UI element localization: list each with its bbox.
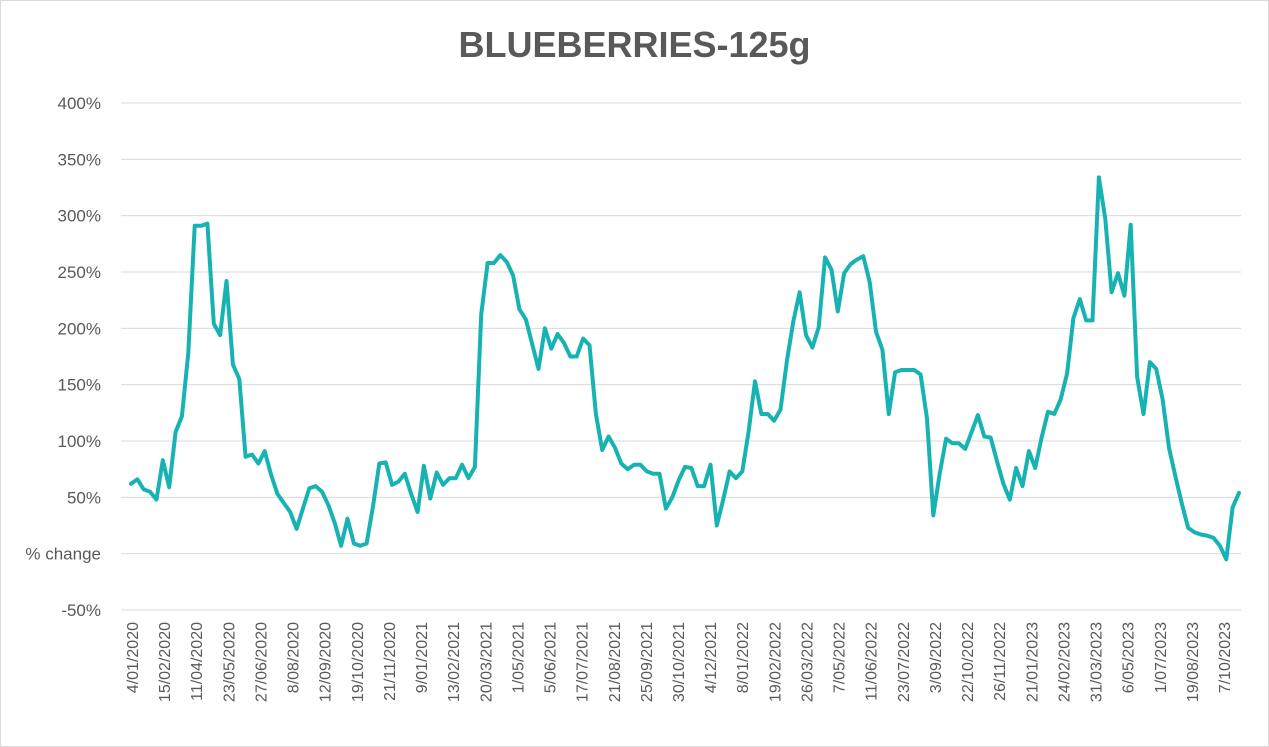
x-tick-label: 19/08/2023 [1185,622,1202,702]
y-axis-tick-labels: -50% % change 50% 100% 150% 200% 250% 300% 350% 4… [25,94,101,620]
y-tick-label: 400% [58,94,101,113]
x-tick-label: 6/05/2023 [1121,622,1138,693]
y-tick-label: -50% [61,601,101,620]
x-tick-label: 3/09/2022 [928,622,945,693]
x-tick-label: 7/05/2022 [832,622,849,693]
x-tick-label: 8/08/2020 [286,622,303,693]
x-tick-label: 21/01/2023 [1024,622,1041,702]
x-tick-label: 12/09/2020 [318,622,335,702]
series-line [129,175,1241,562]
y-tick-label: 200% [58,319,101,338]
y-tick-label: 100% [58,432,101,451]
y-tick-label: % change [25,545,101,564]
x-tick-label: 1/07/2023 [1153,622,1170,693]
x-tick-label: 21/08/2021 [607,622,624,702]
y-tick-label: 300% [58,207,101,226]
x-tick-label: 19/02/2022 [767,622,784,702]
x-tick-label: 21/11/2020 [382,622,399,701]
x-tick-label: 1/05/2021 [510,622,527,693]
x-tick-label: 13/02/2021 [446,622,463,702]
x-tick-label: 30/10/2021 [671,622,688,702]
x-tick-label: 4/12/2021 [703,622,720,693]
x-tick-label: 9/01/2021 [414,622,431,693]
x-tick-label: 27/06/2020 [253,622,270,702]
y-tick-label: 350% [58,150,101,169]
x-tick-label: 19/10/2020 [350,622,367,702]
x-tick-label: 31/03/2023 [1089,622,1106,702]
x-tick-label: 22/10/2022 [960,622,977,702]
x-tick-label: 26/11/2022 [992,622,1009,701]
x-tick-label: 11/04/2020 [189,622,206,701]
x-tick-label: 5/06/2021 [543,622,560,693]
x-axis-tick-labels: 4/01/2020 15/02/2020 11/04/2020 23/05/2020 2… [125,622,1234,702]
x-tick-label: 11/06/2022 [864,622,881,701]
x-tick-label: 15/02/2020 [157,622,174,702]
x-tick-label: 4/01/2020 [125,622,142,693]
x-tick-label: 25/09/2021 [639,622,656,702]
x-tick-label: 23/05/2020 [221,622,238,702]
x-tick-label: 26/03/2022 [799,622,816,702]
series-blueberries [129,175,1241,562]
gridlines [121,102,1241,611]
y-tick-label: 50% [67,488,101,507]
y-tick-label: 150% [58,376,101,395]
y-tick-label: 250% [58,263,101,282]
x-tick-label: 17/07/2021 [575,622,592,702]
x-tick-label: 23/07/2022 [896,622,913,702]
x-tick-label: 20/03/2021 [478,622,495,702]
x-tick-label: 24/02/2023 [1056,622,1073,702]
x-tick-label: 8/01/2022 [735,622,752,693]
x-tick-label: 7/10/2023 [1217,622,1234,693]
chart-title: BLUEBERRIES-125g [458,24,811,65]
